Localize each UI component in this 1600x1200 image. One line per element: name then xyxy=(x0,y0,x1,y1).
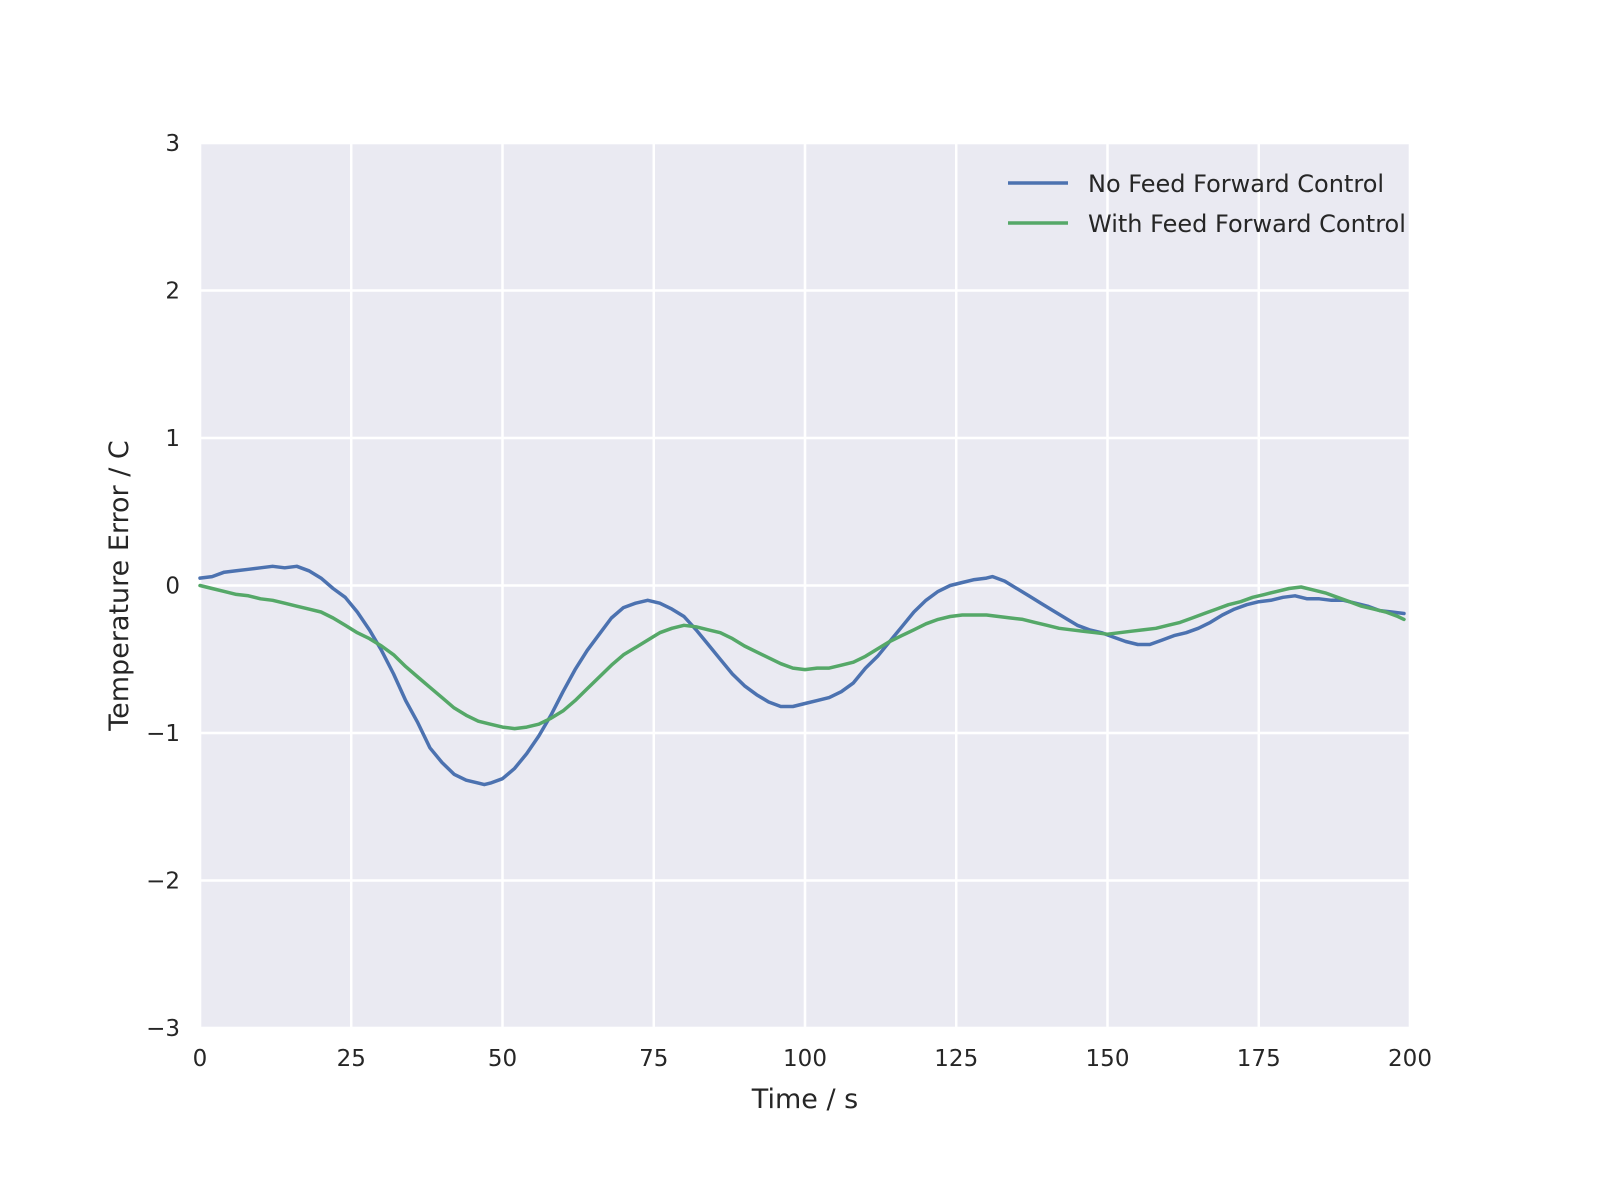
y-tick-label: 0 xyxy=(165,574,180,600)
y-axis-ticks: −3 −2 −1 0 1 2 3 xyxy=(146,131,180,1042)
x-tick-label: 50 xyxy=(488,1046,517,1072)
y-axis-label: Temperature Error / C xyxy=(104,440,135,732)
y-tick-label: 1 xyxy=(165,426,180,452)
series-layer xyxy=(198,564,1406,787)
y-tick-label: 2 xyxy=(165,279,180,305)
legend-entry-2: With Feed Forward Control xyxy=(1088,210,1406,238)
y-tick-label: −2 xyxy=(146,869,180,895)
x-axis-label: Time / s xyxy=(751,1084,858,1115)
x-tick-label: 200 xyxy=(1388,1046,1432,1072)
legend: No Feed Forward Control With Feed Forward… xyxy=(1008,170,1406,238)
y-tick-label: −1 xyxy=(146,721,180,747)
x-tick-label: 25 xyxy=(337,1046,366,1072)
x-tick-label: 175 xyxy=(1237,1046,1281,1072)
x-tick-label: 75 xyxy=(639,1046,668,1072)
series-line-2 xyxy=(198,583,1406,731)
x-tick-label: 150 xyxy=(1086,1046,1130,1072)
x-tick-label: 100 xyxy=(783,1046,827,1072)
series-line-1 xyxy=(198,564,1406,787)
legend-entry-1: No Feed Forward Control xyxy=(1088,170,1384,198)
grid-lines xyxy=(198,141,1412,1030)
x-tick-label: 125 xyxy=(934,1046,978,1072)
y-tick-label: −3 xyxy=(146,1016,180,1042)
x-axis-ticks: 0 25 50 75 100 125 150 175 200 xyxy=(193,1046,1432,1072)
x-tick-label: 0 xyxy=(193,1046,208,1072)
y-tick-label: 3 xyxy=(165,131,180,157)
